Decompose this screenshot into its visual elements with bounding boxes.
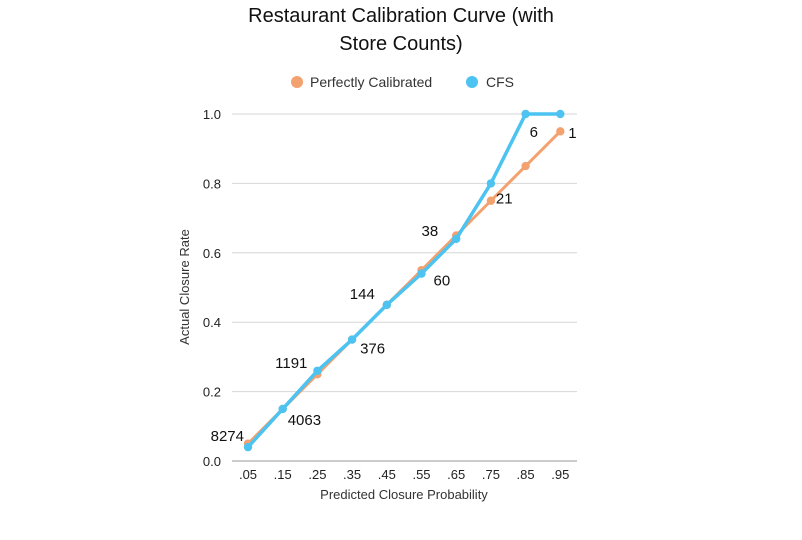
x-tick-label: .55 — [412, 467, 430, 482]
data-point-perfectly-calibrated — [556, 127, 565, 136]
y-tick-label: 1.0 — [203, 107, 221, 122]
series-cfs — [243, 109, 565, 452]
store-count-label: 4063 — [288, 412, 321, 429]
x-tick-label: .65 — [447, 467, 465, 482]
chart-title-line-1: Restaurant Calibration Curve (with — [248, 5, 554, 27]
x-tick-label: .95 — [551, 467, 569, 482]
gridlines — [232, 113, 577, 393]
store-count-label: 376 — [360, 341, 385, 358]
legend-label-perfectly-calibrated: Perfectly Calibrated — [310, 74, 432, 90]
store-count-label: 144 — [350, 286, 375, 303]
store-count-label: 6 — [530, 124, 538, 141]
data-point-cfs — [347, 335, 357, 344]
x-tick-label: .15 — [274, 467, 292, 482]
data-point-cfs — [243, 442, 253, 452]
data-point-cfs — [313, 366, 322, 375]
store-count-label: 1191 — [275, 355, 307, 372]
store-count-label: 1 — [568, 125, 576, 142]
x-axis-label: Predicted Closure Probability — [320, 487, 488, 502]
x-tick-label: .75 — [482, 467, 500, 482]
y-tick-labels: 0.0 0.2 0.4 0.6 0.8 1.0 — [203, 107, 221, 469]
data-point-cfs — [486, 179, 496, 188]
y-tick-label: 0.4 — [203, 315, 221, 330]
x-tick-label: .35 — [343, 467, 361, 482]
x-tick-label: .45 — [378, 467, 396, 482]
x-tick-label: .85 — [517, 467, 535, 482]
y-tick-label: 0.0 — [203, 454, 221, 469]
store-count-label: 8274 — [211, 428, 244, 445]
y-tick-label: 0.2 — [203, 385, 221, 400]
store-count-label: 21 — [496, 190, 513, 207]
x-tick-label: .25 — [308, 467, 326, 482]
y-tick-label: 0.6 — [203, 246, 221, 261]
legend-marker-cfs — [466, 76, 478, 88]
data-point-perfectly-calibrated — [486, 196, 496, 205]
series — [243, 109, 565, 452]
y-axis-label: Actual Closure Rate — [177, 229, 192, 345]
data-point-perfectly-calibrated — [521, 161, 530, 171]
store-count-label: 60 — [434, 273, 451, 290]
data-point-cfs — [382, 300, 391, 310]
data-point-cfs — [556, 109, 565, 119]
y-tick-label: 0.8 — [203, 176, 221, 191]
legend-marker-perfectly-calibrated — [291, 76, 303, 88]
legend-label-cfs: CFS — [486, 74, 514, 90]
legend: Perfectly Calibrated CFS — [291, 74, 514, 90]
chart-title-line-2: Store Counts) — [339, 33, 462, 55]
data-point-cfs — [452, 234, 461, 244]
data-point-cfs — [417, 269, 426, 278]
store-count-label: 38 — [422, 223, 439, 240]
x-tick-label: .05 — [239, 467, 257, 482]
x-tick-labels: .05 .15 .25 .35 .45 .55 .65 .75 .85 .95 — [239, 467, 569, 482]
data-point-cfs — [278, 404, 287, 414]
series-line-cfs — [246, 112, 563, 449]
store-count-annotations: 8274 4063 1191 376 144 60 38 21 6 1 — [211, 124, 577, 445]
data-point-cfs — [521, 109, 530, 119]
